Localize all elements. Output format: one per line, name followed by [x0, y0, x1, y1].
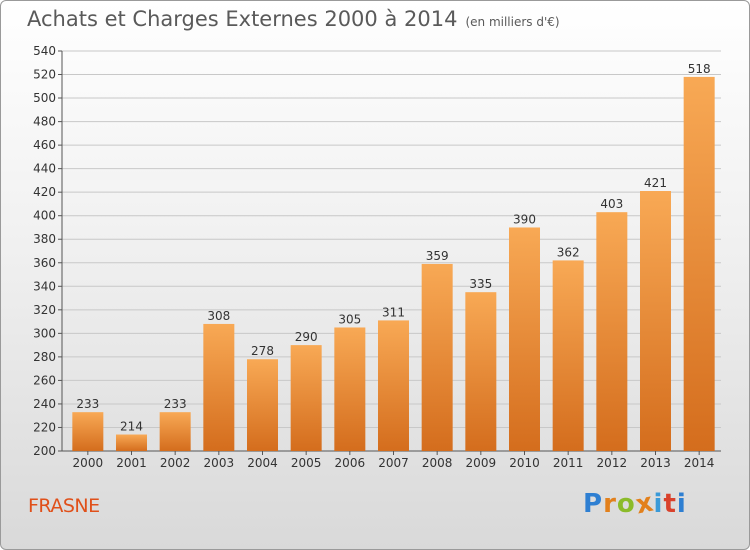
y-tick-label: 520 — [33, 68, 56, 82]
bar-2007[interactable] — [378, 320, 409, 451]
bar-2003[interactable] — [203, 323, 235, 451]
bar-2014[interactable] — [683, 76, 715, 451]
logo-letter: t — [663, 489, 677, 519]
bar-2008[interactable] — [421, 263, 453, 451]
y-tick-label: 360 — [33, 256, 56, 270]
x-tick-label: 2010 — [509, 456, 540, 470]
bar-2009[interactable] — [465, 292, 497, 451]
label-layer: 200 220 240 260 280 300 320 340 360 380 400 420 440 4… — [33, 44, 714, 470]
data-label: 335 — [469, 277, 492, 291]
bar-2012[interactable] — [596, 212, 628, 451]
x-tick-label: 2000 — [73, 456, 104, 470]
data-label: 359 — [426, 249, 449, 263]
logo-letter: i — [676, 489, 687, 519]
logo-letter: i — [653, 489, 664, 519]
x-tick-label: 2001 — [116, 456, 147, 470]
bar-2000[interactable] — [72, 412, 104, 451]
y-tick-label: 300 — [33, 326, 56, 340]
place-name: FRASNE — [28, 495, 100, 517]
data-label: 403 — [600, 197, 623, 211]
y-tick-label: 200 — [33, 444, 56, 458]
x-tick-label: 2005 — [291, 456, 322, 470]
y-tick-label: 380 — [33, 232, 56, 246]
bar-layer — [72, 76, 715, 451]
logo-letter: P — [583, 489, 604, 519]
data-label: 233 — [76, 397, 99, 411]
bar-2005[interactable] — [290, 345, 322, 451]
data-label: 308 — [207, 309, 230, 323]
bar-2001[interactable] — [116, 434, 147, 451]
y-tick-label: 480 — [33, 115, 56, 129]
data-label: 421 — [644, 176, 667, 190]
bar-2004[interactable] — [247, 359, 278, 451]
bar-2010[interactable] — [509, 227, 540, 451]
x-tick-label: 2003 — [204, 456, 235, 470]
y-tick-label: 500 — [33, 91, 56, 105]
data-label: 390 — [513, 212, 536, 226]
data-label: 214 — [120, 420, 143, 434]
y-tick-label: 420 — [33, 185, 56, 199]
logo-letter: r — [603, 489, 617, 519]
title-text: Achats et Charges Externes 2000 à 2014 — [27, 7, 458, 31]
proxiti-logo[interactable]: Proxiti — [583, 487, 687, 520]
data-label: 518 — [688, 62, 711, 76]
y-tick-label: 460 — [33, 138, 56, 152]
bar-2011[interactable] — [552, 260, 584, 451]
x-tick-label: 2004 — [247, 456, 278, 470]
x-tick-label: 2006 — [335, 456, 366, 470]
chart-title: Achats et Charges Externes 2000 à 2014 (e… — [27, 7, 560, 31]
y-tick-label: 540 — [33, 44, 56, 58]
y-tick-label: 220 — [33, 420, 56, 434]
y-tick-label: 440 — [33, 162, 56, 176]
data-label: 311 — [382, 305, 405, 319]
bar-2006[interactable] — [334, 327, 366, 451]
y-tick-label: 260 — [33, 373, 56, 387]
x-tick-label: 2008 — [422, 456, 453, 470]
x-tick-label: 2013 — [640, 456, 671, 470]
y-tick-label: 340 — [33, 279, 56, 293]
x-tick-label: 2012 — [597, 456, 628, 470]
y-tick-label: 280 — [33, 350, 56, 364]
y-tick-label: 320 — [33, 303, 56, 317]
x-tick-label: 2009 — [466, 456, 497, 470]
unit-subtitle: (en milliers d'€) — [465, 15, 560, 29]
data-label: 305 — [338, 312, 361, 326]
data-label: 362 — [557, 245, 580, 259]
bar-2013[interactable] — [640, 191, 671, 451]
y-tick-label: 400 — [33, 209, 56, 223]
bar-2002[interactable] — [159, 412, 191, 451]
x-tick-label: 2007 — [378, 456, 409, 470]
x-tick-label: 2011 — [553, 456, 584, 470]
data-label: 278 — [251, 344, 274, 358]
data-label: 233 — [164, 397, 187, 411]
data-label: 290 — [295, 330, 318, 344]
x-tick-label: 2014 — [684, 456, 715, 470]
logo-letter: o — [616, 489, 636, 519]
x-tick-label: 2002 — [160, 456, 191, 470]
y-tick-label: 240 — [33, 397, 56, 411]
